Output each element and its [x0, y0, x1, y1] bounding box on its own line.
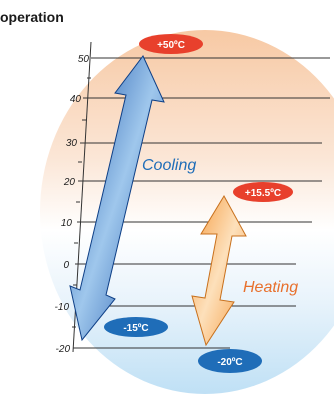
- heating-label: Heating: [243, 279, 298, 296]
- cooling-min-badge: -15ºC: [104, 317, 168, 337]
- tick-label: 30: [66, 138, 78, 149]
- grid-lines: [73, 57, 330, 349]
- svg-text:+15.5ºC: +15.5ºC: [245, 188, 281, 199]
- svg-text:-20ºC: -20ºC: [217, 357, 242, 368]
- svg-text:+50ºC: +50ºC: [157, 40, 185, 51]
- tick-label: 50: [78, 54, 90, 65]
- tick-label: 20: [63, 177, 76, 188]
- background-oval: [40, 30, 334, 394]
- heating-max-badge: +15.5ºC: [233, 182, 293, 202]
- cooling-max-badge: +50ºC: [139, 34, 203, 54]
- tick-label: 40: [70, 94, 82, 105]
- cooling-label: Cooling: [142, 157, 196, 174]
- cooling-arrow: [69, 55, 165, 342]
- tick-label: 10: [61, 218, 73, 229]
- heating-min-badge: -20ºC: [198, 349, 262, 373]
- diagram-title: operation: [0, 9, 64, 25]
- tick-label: 0: [63, 260, 69, 271]
- minor-ticks: [72, 77, 91, 328]
- tick-label: -10: [55, 302, 70, 313]
- tick-label: -20: [56, 344, 71, 355]
- svg-text:-15ºC: -15ºC: [123, 323, 148, 334]
- heating-arrow: [191, 195, 247, 347]
